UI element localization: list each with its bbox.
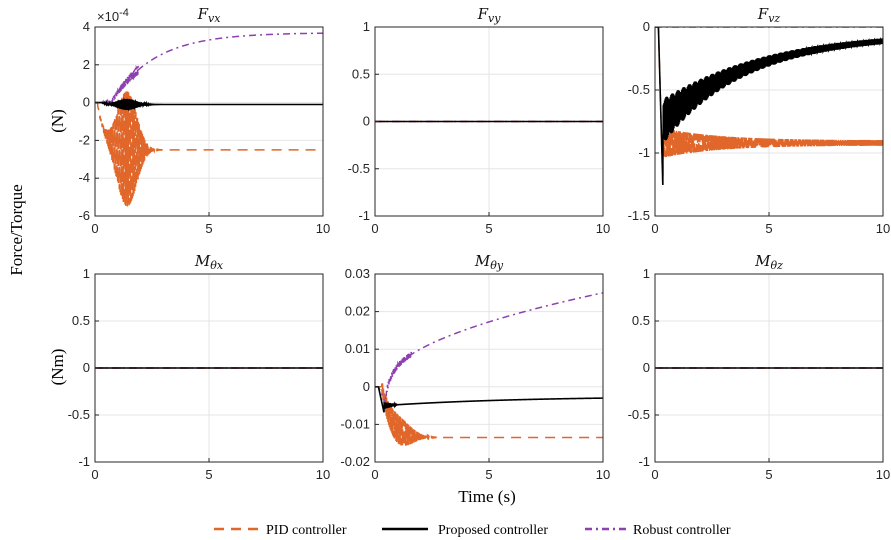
y-tick-label: 0.01 xyxy=(345,341,370,356)
x-tick-label: 5 xyxy=(485,467,492,482)
y-tick-label: -4 xyxy=(78,170,90,185)
x-tick-label: 0 xyxy=(91,221,98,236)
y-tick-label: -1 xyxy=(638,454,650,469)
figure-xlabel: Time (s) xyxy=(458,487,515,506)
y-tick-label: 1 xyxy=(363,19,370,34)
y-tick-label: 4 xyxy=(83,19,90,34)
y-tick-label: 1 xyxy=(83,266,90,281)
subplot-1: 0 5 10 -6 -4 -2 0 2 4 Fvx ×10-4 xyxy=(78,5,330,236)
x-tick-label: 10 xyxy=(596,221,610,236)
subplot-title: Mθy xyxy=(474,252,504,272)
x-tick-label: 0 xyxy=(371,221,378,236)
subplot-title: Mθz xyxy=(754,252,783,272)
legend-robust-label: Robust controller xyxy=(633,523,731,538)
subplot-title: Fvz xyxy=(757,5,781,25)
subplot-title: Fvx xyxy=(197,5,222,25)
y-tick-label: 0.02 xyxy=(345,304,370,319)
series-robust-line xyxy=(375,292,603,405)
y-tick-label: 1 xyxy=(643,266,650,281)
y-tick-label: -6 xyxy=(78,208,90,223)
x-tick-label: 10 xyxy=(316,467,330,482)
y-tick-label: 0 xyxy=(643,19,650,34)
legend-proposed-label: Proposed controller xyxy=(438,523,548,538)
series-pid-line xyxy=(375,382,603,446)
x-tick-label: 0 xyxy=(371,467,378,482)
y-tick-label: -0.5 xyxy=(348,161,370,176)
x-tick-label: 10 xyxy=(596,467,610,482)
subplot-title: Fvy xyxy=(477,5,502,25)
y-tick-label: -1 xyxy=(78,454,90,469)
subplot-5: 0 5 10 -0.02 -0.01 0 0.01 0.02 0.03 Mθy xyxy=(340,252,610,482)
y-tick-label: -0.02 xyxy=(340,454,370,469)
x-tick-label: 10 xyxy=(876,467,890,482)
y-tick-label: 0.5 xyxy=(352,66,370,81)
y-tick-label: -0.01 xyxy=(340,416,370,431)
x-tick-label: 5 xyxy=(485,221,492,236)
x-tick-label: 0 xyxy=(91,467,98,482)
x-tick-label: 5 xyxy=(205,221,212,236)
y-tick-label: -2 xyxy=(78,132,90,147)
x-tick-label: 0 xyxy=(651,467,658,482)
figure-ylabel: Force/Torque xyxy=(7,184,26,275)
y-tick-label: 2 xyxy=(83,57,90,72)
series-proposed-line xyxy=(95,97,323,112)
y-tick-label: 0 xyxy=(363,114,370,129)
y-tick-label: 0 xyxy=(83,95,90,110)
y-tick-label: -1 xyxy=(638,145,650,160)
series-proposed-line xyxy=(375,386,603,413)
subplot-4: 0 5 10 -1 -0.5 0 0.5 1 Mθx xyxy=(68,252,331,482)
subplot-6: 0 5 10 -1 -0.5 0 0.5 1 Mθz xyxy=(628,252,891,482)
series-pid-line xyxy=(95,91,323,207)
x-tick-label: 10 xyxy=(876,221,890,236)
legend: PID controller Proposed controller Robus… xyxy=(214,523,731,538)
x-tick-label: 0 xyxy=(651,221,658,236)
row2-ylabel: (Nm) xyxy=(48,349,67,386)
series-pid-line xyxy=(655,27,883,185)
x-tick-label: 10 xyxy=(316,221,330,236)
y-tick-label: 0 xyxy=(83,360,90,375)
subplot-2: 0 5 10 -1 -0.5 0 0.5 1 Fvy xyxy=(348,5,611,236)
y-tick-label: -0.5 xyxy=(68,407,90,422)
y-tick-label: 0 xyxy=(363,379,370,394)
subplot-3: 0 5 10 -1.5 -1 -0.5 0 Fvz xyxy=(628,5,891,236)
y-tick-label: 0.03 xyxy=(345,266,370,281)
x-tick-label: 5 xyxy=(765,467,772,482)
y-tick-label: -0.5 xyxy=(628,82,650,97)
subplot-title: Mθx xyxy=(194,252,224,272)
series-robust-line xyxy=(95,32,323,107)
y-tick-label: -1 xyxy=(358,208,370,223)
x-tick-label: 5 xyxy=(205,467,212,482)
axis-exponent: ×10-4 xyxy=(97,7,129,24)
row1-ylabel: (N) xyxy=(48,109,67,133)
x-tick-label: 5 xyxy=(765,221,772,236)
y-tick-label: 0.5 xyxy=(632,313,650,328)
y-tick-label: 0 xyxy=(643,360,650,375)
y-tick-label: -0.5 xyxy=(628,407,650,422)
legend-pid-label: PID controller xyxy=(266,523,347,538)
y-tick-label: 0.5 xyxy=(72,313,90,328)
series-proposed-line xyxy=(655,27,883,185)
y-tick-label: -1.5 xyxy=(628,208,650,223)
